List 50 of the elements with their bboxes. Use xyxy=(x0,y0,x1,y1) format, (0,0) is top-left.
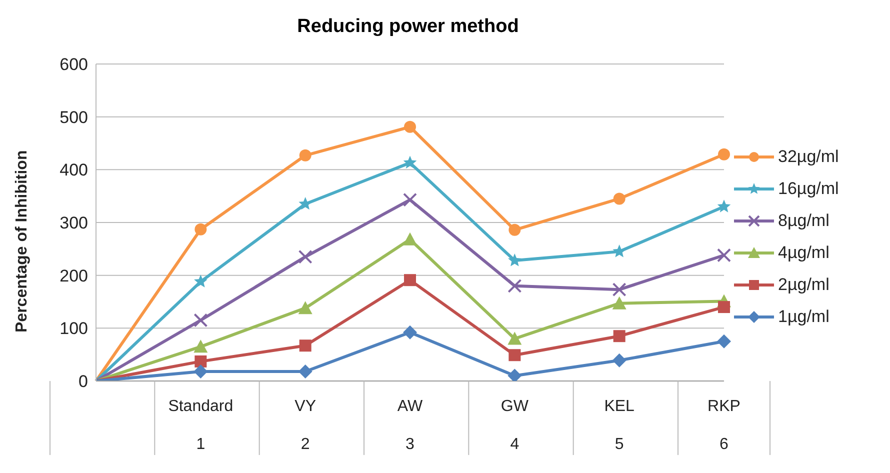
point xyxy=(718,148,730,160)
point xyxy=(298,197,312,210)
point xyxy=(717,200,731,212)
point xyxy=(718,301,730,314)
y-tick-label: 400 xyxy=(60,160,88,180)
point xyxy=(508,332,522,345)
point xyxy=(717,334,731,348)
point xyxy=(508,224,521,236)
category-label: RKP 6 xyxy=(708,398,740,453)
point xyxy=(508,254,522,266)
y-tick-label: 500 xyxy=(60,108,88,127)
point xyxy=(194,223,207,236)
point xyxy=(612,353,626,368)
point xyxy=(404,274,416,286)
legend-label: 1µg/ml xyxy=(778,306,830,326)
y-tick-label: 200 xyxy=(60,266,88,286)
chart-title: Reducing power method xyxy=(296,16,520,38)
category-label: GW 4 xyxy=(500,398,528,453)
point xyxy=(298,301,312,314)
point xyxy=(194,364,208,378)
point xyxy=(403,325,417,340)
point xyxy=(299,340,312,352)
y-tick-label: 100 xyxy=(60,319,88,338)
legend-label: 4µg/ml xyxy=(778,242,830,262)
point xyxy=(612,296,626,310)
y-tick-label: 600 xyxy=(60,55,88,74)
point xyxy=(298,364,312,378)
y-tick-label: 300 xyxy=(60,214,88,233)
point xyxy=(403,156,417,168)
point xyxy=(508,349,521,362)
category-label: VY 2 xyxy=(294,398,316,453)
legend-label: 8µg/ml xyxy=(778,210,830,230)
point xyxy=(612,244,626,258)
point xyxy=(403,232,417,246)
point xyxy=(404,120,416,133)
legend-label: 2µg/ml xyxy=(778,274,830,294)
point xyxy=(508,368,522,381)
point xyxy=(194,355,207,368)
point xyxy=(299,149,312,162)
y-axis-title: Percentage of Inhibition xyxy=(14,150,31,332)
category-label: AW 3 xyxy=(397,398,423,453)
legend-label: 32µg/ml xyxy=(778,146,839,166)
point xyxy=(194,274,208,288)
point xyxy=(194,340,208,353)
point xyxy=(613,330,626,342)
category-label: Standard 1 xyxy=(168,398,234,453)
category-label: KEL 5 xyxy=(604,398,634,453)
point xyxy=(613,192,626,205)
legend-label: 16µg/ml xyxy=(778,178,839,198)
y-tick-label: 0 xyxy=(78,372,88,392)
